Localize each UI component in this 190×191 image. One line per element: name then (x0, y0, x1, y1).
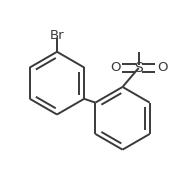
Text: Br: Br (50, 29, 64, 42)
Text: O: O (110, 62, 121, 74)
Text: S: S (134, 61, 143, 75)
Text: O: O (157, 62, 167, 74)
